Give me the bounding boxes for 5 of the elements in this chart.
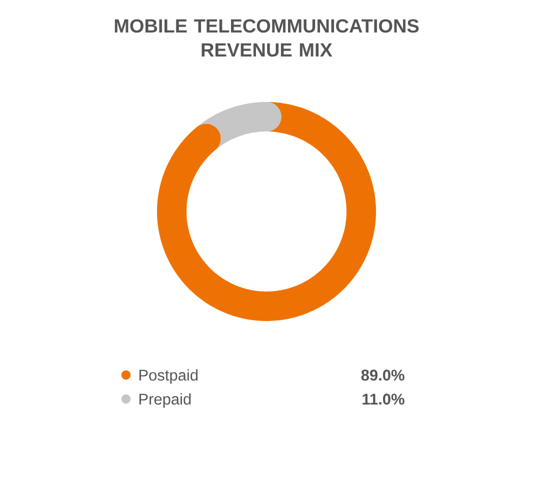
legend-label: Prepaid [139, 393, 191, 408]
data-label: 11.0% [362, 394, 404, 405]
chart-title: MOBILE TELECOMMUNICATIONS REVENUE MIX [114, 19, 419, 57]
legend-label: Postpaid [139, 369, 198, 384]
data-label: 89.0% [361, 370, 404, 381]
